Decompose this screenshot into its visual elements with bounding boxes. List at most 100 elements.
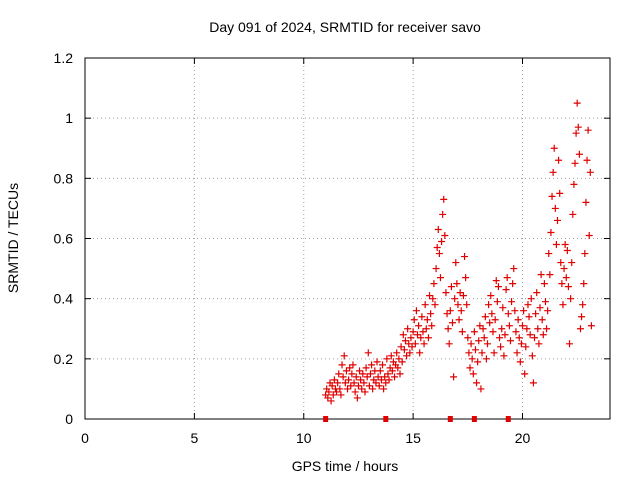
data-point: [556, 189, 564, 197]
data-point: [488, 310, 496, 318]
data-point: [447, 283, 455, 291]
data-point: [416, 349, 424, 357]
data-point: [513, 349, 521, 357]
axes: 0 0.2 0.4 0.6 0.8 1 1.2 0 5 10 15 20: [54, 50, 610, 446]
data-point: [506, 337, 514, 345]
data-point: [571, 159, 579, 167]
data-point: [406, 349, 414, 357]
data-point: [484, 340, 491, 348]
data-point: [514, 316, 522, 324]
data-point: [387, 352, 395, 360]
grid-lines: [85, 58, 610, 419]
data-point: [457, 307, 465, 315]
data-point: [578, 313, 586, 321]
data-point: [438, 238, 446, 246]
data-point: [468, 355, 476, 363]
data-point: [561, 241, 569, 249]
data-point: [373, 358, 381, 366]
data-point: [504, 310, 512, 318]
data-point: [569, 210, 577, 218]
data-point: [581, 250, 589, 258]
data-point: [560, 265, 568, 273]
data-point: [489, 328, 497, 336]
data-point: [423, 316, 431, 324]
data-point: [534, 325, 542, 333]
data-point: [329, 391, 337, 399]
data-point: [496, 334, 504, 342]
data-point: [557, 259, 565, 267]
data-point: [478, 349, 486, 357]
gap-marker: [471, 416, 477, 422]
gap-markers: [323, 416, 511, 422]
data-point: [449, 319, 456, 327]
data-point: [421, 301, 429, 309]
data-point: [381, 373, 389, 381]
data-point: [328, 382, 336, 390]
data-point: [474, 358, 482, 366]
data-point: [351, 388, 359, 396]
data-point: [576, 325, 584, 333]
data-point: [485, 301, 493, 309]
data-point: [368, 361, 376, 369]
data-point: [451, 295, 459, 303]
data-point: [357, 376, 365, 384]
data-point: [455, 316, 463, 324]
data-point: [391, 373, 399, 381]
data-point: [543, 325, 551, 333]
data-points: [322, 99, 595, 405]
data-point: [520, 307, 528, 315]
data-point: [501, 331, 509, 339]
data-point: [375, 382, 383, 390]
data-point: [476, 322, 484, 330]
data-point: [439, 210, 447, 218]
data-point: [582, 198, 590, 206]
data-point: [533, 289, 541, 297]
data-point: [502, 286, 510, 294]
gap-marker: [447, 416, 453, 422]
data-point: [505, 322, 513, 330]
data-point: [503, 274, 511, 282]
data-point: [508, 298, 516, 306]
data-point: [551, 204, 559, 212]
data-point: [363, 373, 371, 381]
data-point: [549, 168, 557, 176]
data-point: [490, 349, 498, 357]
data-point: [348, 370, 356, 378]
data-point: [422, 325, 430, 333]
data-point: [516, 358, 524, 366]
data-point: [337, 391, 345, 399]
data-point: [548, 192, 556, 200]
y-axis-label: SRMTID / TECUs: [5, 183, 21, 293]
data-point: [563, 247, 571, 255]
plot-frame: [84, 57, 611, 420]
data-point: [399, 331, 407, 339]
data-point: [453, 280, 461, 288]
data-point: [385, 376, 393, 384]
data-point: [517, 340, 525, 348]
data-point: [463, 301, 471, 309]
data-point: [493, 298, 501, 306]
data-point: [333, 388, 341, 396]
data-point: [430, 280, 438, 288]
data-point: [538, 316, 546, 324]
data-point: [444, 325, 452, 333]
data-point: [336, 385, 344, 393]
data-point: [465, 349, 473, 357]
data-point: [436, 274, 444, 282]
data-point: [512, 328, 520, 336]
data-point: [519, 322, 526, 330]
data-point: [497, 343, 505, 351]
data-point: [395, 355, 403, 363]
data-point: [511, 307, 519, 315]
data-point: [473, 379, 481, 387]
data-point: [405, 340, 413, 348]
data-point: [575, 150, 583, 158]
data-point: [442, 289, 450, 297]
data-point: [555, 156, 563, 164]
chart-title: Day 091 of 2024, SRMTID for receiver sav…: [209, 19, 481, 35]
data-point: [340, 352, 348, 360]
data-point: [552, 241, 560, 249]
data-point: [342, 367, 350, 375]
data-point: [479, 325, 487, 333]
